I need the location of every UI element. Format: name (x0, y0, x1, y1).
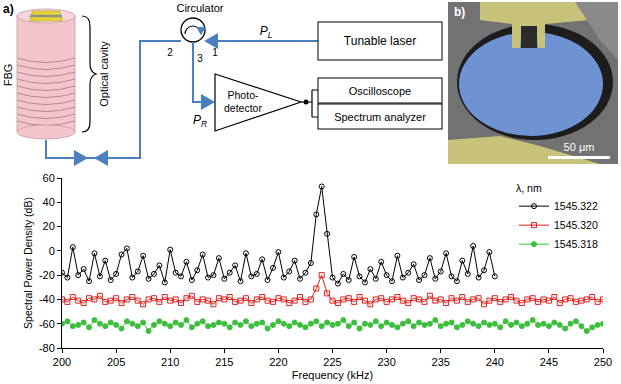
svg-text:a): a) (3, 2, 14, 16)
svg-text:220: 220 (269, 356, 287, 368)
svg-text:PR: PR (193, 113, 207, 129)
svg-text:Spectrum analyzer: Spectrum analyzer (334, 111, 426, 123)
svg-text:-40: -40 (39, 293, 55, 305)
svg-text:Photo-: Photo- (228, 89, 259, 101)
svg-text:b): b) (454, 5, 465, 19)
svg-text:240: 240 (486, 356, 504, 368)
svg-text:Optical cavity: Optical cavity (98, 41, 110, 107)
svg-text:Oscilloscope: Oscilloscope (349, 85, 411, 97)
svg-text:205: 205 (107, 356, 125, 368)
svg-text:FBG: FBG (2, 64, 14, 87)
svg-text:50 μm: 50 μm (564, 141, 595, 153)
svg-text:detector: detector (224, 102, 262, 114)
svg-text:0: 0 (49, 245, 55, 257)
svg-text:-80: -80 (39, 342, 55, 354)
svg-text:-20: -20 (39, 269, 55, 281)
svg-text:3: 3 (197, 53, 203, 64)
svg-text:2: 2 (167, 47, 173, 58)
svg-text:210: 210 (161, 356, 179, 368)
svg-text:λ, nm: λ, nm (516, 182, 542, 194)
svg-text:1545.318: 1545.318 (554, 238, 598, 250)
svg-text:1545.322: 1545.322 (554, 200, 598, 212)
svg-text:60: 60 (43, 172, 55, 184)
svg-text:Tunable laser: Tunable laser (344, 34, 416, 48)
svg-text:Frequency (kHz): Frequency (kHz) (292, 369, 373, 381)
svg-text:1545.320: 1545.320 (554, 219, 598, 231)
svg-text:235: 235 (432, 356, 450, 368)
svg-text:230: 230 (377, 356, 395, 368)
svg-text:-60: -60 (39, 318, 55, 330)
svg-text:PL: PL (260, 24, 273, 40)
svg-text:245: 245 (540, 356, 558, 368)
svg-text:Circulator: Circulator (176, 2, 223, 14)
svg-text:225: 225 (323, 356, 341, 368)
svg-text:1: 1 (212, 47, 218, 58)
svg-text:Spectral Power Density (dB): Spectral Power Density (dB) (22, 197, 34, 329)
svg-text:40: 40 (43, 196, 55, 208)
svg-text:215: 215 (215, 356, 233, 368)
svg-text:250: 250 (594, 356, 612, 368)
svg-text:200: 200 (53, 356, 71, 368)
svg-text:20: 20 (43, 220, 55, 232)
